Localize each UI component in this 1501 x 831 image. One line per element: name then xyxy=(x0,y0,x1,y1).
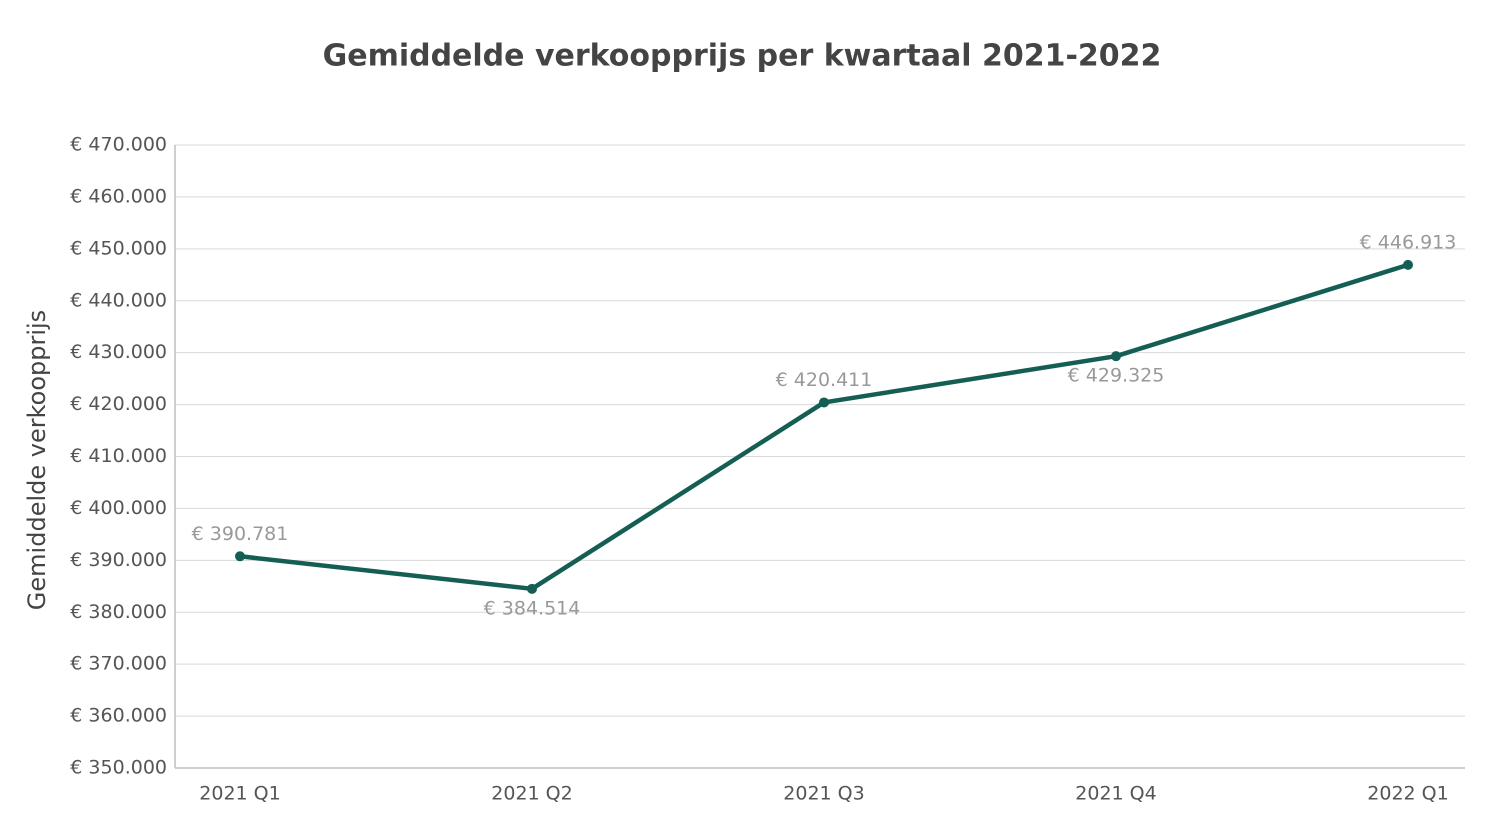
y-tick-label: € 410.000 xyxy=(70,445,167,467)
y-tick-label: € 370.000 xyxy=(70,653,167,675)
y-tick-label: € 460.000 xyxy=(70,185,167,207)
data-point xyxy=(1403,259,1413,270)
y-tick-label: € 400.000 xyxy=(70,497,167,519)
y-axis-title: Gemiddelde verkoopprijs xyxy=(23,310,51,610)
y-tick-label: € 420.000 xyxy=(70,393,167,415)
data-point xyxy=(235,551,245,562)
y-tick-label: € 440.000 xyxy=(70,289,167,311)
y-tick-label: € 450.000 xyxy=(70,237,167,259)
data-label: € 420.411 xyxy=(776,369,873,391)
x-tick-label: 2021 Q2 xyxy=(491,783,572,805)
data-label: € 429.325 xyxy=(1068,365,1165,387)
chart-title: Gemiddelde verkoopprijs per kwartaal 202… xyxy=(323,39,1162,74)
data-label: € 446.913 xyxy=(1360,231,1457,253)
x-tick-label: 2021 Q1 xyxy=(199,783,280,805)
data-point xyxy=(527,583,537,594)
y-tick-label: € 360.000 xyxy=(70,705,167,727)
data-point xyxy=(819,397,829,408)
y-tick-label: € 380.000 xyxy=(70,601,167,623)
y-tick-label: € 470.000 xyxy=(70,134,167,156)
y-tick-label: € 430.000 xyxy=(70,341,167,363)
x-tick-label: 2022 Q1 xyxy=(1367,783,1448,805)
x-tick-label: 2021 Q3 xyxy=(783,783,864,805)
data-label: € 390.781 xyxy=(192,523,289,545)
y-tick-label: € 390.000 xyxy=(70,549,167,571)
data-point xyxy=(1111,351,1121,362)
data-label: € 384.514 xyxy=(484,597,581,619)
x-tick-label: 2021 Q4 xyxy=(1075,783,1156,805)
y-tick-label: € 350.000 xyxy=(70,757,167,779)
